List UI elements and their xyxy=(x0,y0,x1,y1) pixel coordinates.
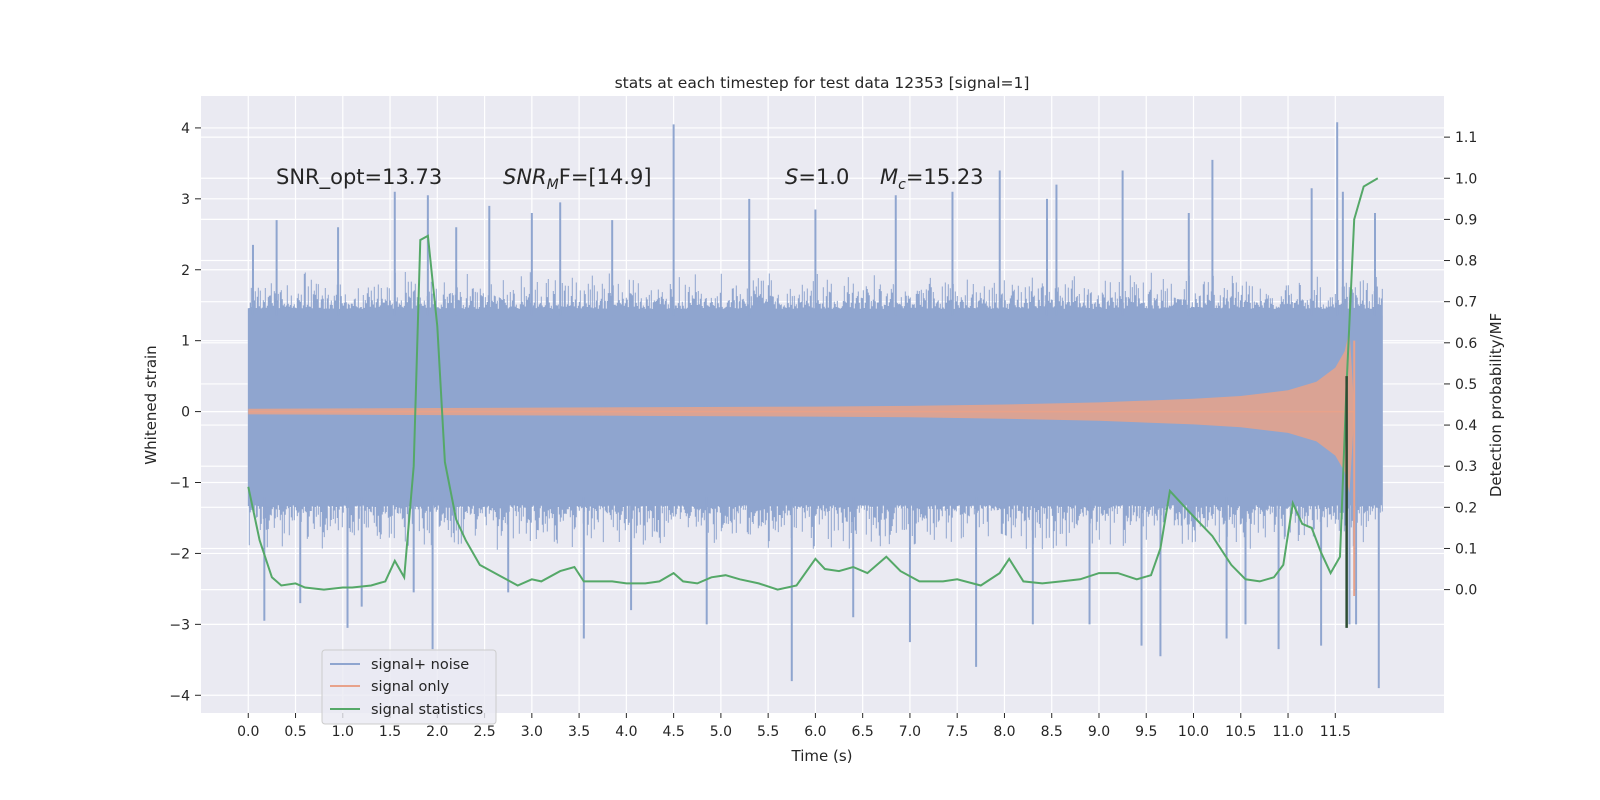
y-tick-label-right: 0.2 xyxy=(1455,500,1477,516)
x-tick-label: 11.5 xyxy=(1320,724,1351,740)
y-tick-label-left: 1 xyxy=(181,334,190,350)
annotation-mc: Mc=15.23 xyxy=(880,165,984,193)
x-tick-label: 9.5 xyxy=(1135,724,1157,740)
legend-label-signal-plus-noise: signal+ noise xyxy=(371,657,469,673)
y-tick-label-left: 4 xyxy=(181,121,190,137)
legend-box xyxy=(321,649,497,725)
y-tick-label-left: −1 xyxy=(169,476,190,492)
x-tick-label: 5.5 xyxy=(757,724,779,740)
y-tick-label-right: 1.1 xyxy=(1455,130,1477,146)
legend-label-signal-statistics: signal statistics xyxy=(371,702,483,718)
annotation-snr-mf-sub: M xyxy=(547,177,559,193)
x-tick-label: 7.0 xyxy=(899,724,921,740)
x-tick-label: 0.5 xyxy=(284,724,306,740)
y-tick-label-right: 1.0 xyxy=(1455,171,1477,187)
y-tick-label-left: −4 xyxy=(169,688,190,704)
annotation-mc-label: M xyxy=(880,165,898,189)
x-tick-label: 4.0 xyxy=(615,724,637,740)
x-tick-label: 1.0 xyxy=(332,724,354,740)
series-signal-only xyxy=(248,330,1356,596)
x-tick-label: 10.0 xyxy=(1178,724,1209,740)
x-tick-label: 8.5 xyxy=(1041,724,1063,740)
x-tick-label: 2.5 xyxy=(473,724,495,740)
annotations: SNR_opt=13.73 SNRMF=[14.9] S=1.0 Mc=15.2… xyxy=(276,165,984,193)
y-tick-label-left: −3 xyxy=(169,617,190,633)
y-axis-left-ticks: −4 −3 −2 −1 0 1 2 3 4 xyxy=(169,121,201,704)
y-axis-right-ticks: 0.0 0.1 0.2 0.3 0.4 0.5 0.6 0.7 0.8 0.9 1.0 1.1 xyxy=(1444,130,1477,599)
x-axis-title: Time (s) xyxy=(791,747,853,765)
x-tick-label: 10.5 xyxy=(1225,724,1256,740)
x-tick-label: 0.0 xyxy=(237,724,259,740)
annotation-s: S=1.0 xyxy=(785,165,849,189)
x-axis-ticks: 0.0 0.5 1.0 1.5 2.0 2.5 3.0 3.5 4.0 4.5 5.0 5.5 6.0 6… xyxy=(237,713,1351,740)
annotation-mc-value: =15.23 xyxy=(906,165,984,189)
annotation-mc-sub: c xyxy=(898,177,906,193)
x-tick-label: 3.0 xyxy=(521,724,543,740)
y-tick-label-right: 0.7 xyxy=(1455,295,1477,311)
x-tick-label: 8.0 xyxy=(993,724,1015,740)
annotation-s-label: S xyxy=(785,165,798,189)
y-tick-label-left: 2 xyxy=(181,263,190,279)
legend-label-signal-only: signal only xyxy=(371,679,450,695)
y-tick-label-right: 0.0 xyxy=(1455,583,1477,599)
y-tick-label-right: 0.9 xyxy=(1455,212,1477,228)
y-tick-label-right: 0.5 xyxy=(1455,377,1477,393)
y-tick-label-right: 0.4 xyxy=(1455,418,1477,434)
y-tick-label-right: 0.3 xyxy=(1455,459,1477,475)
x-tick-label: 6.5 xyxy=(852,724,874,740)
y-tick-label-right: 0.8 xyxy=(1455,254,1477,270)
x-tick-label: 3.5 xyxy=(568,724,590,740)
x-tick-label: 5.0 xyxy=(710,724,732,740)
y-axis-right-title: Detection probability/MF xyxy=(1487,313,1505,497)
x-tick-label: 6.0 xyxy=(804,724,826,740)
y-tick-label-right: 0.6 xyxy=(1455,336,1477,352)
series-signal-statistics xyxy=(247,177,1379,628)
x-tick-label: 7.5 xyxy=(946,724,968,740)
x-tick-label: 11.0 xyxy=(1272,724,1303,740)
x-tick-label: 4.5 xyxy=(662,724,684,740)
annotation-snr-opt: SNR_opt=13.73 xyxy=(276,165,442,190)
annotation-snr-mf-rest: F=[14.9] xyxy=(559,165,652,189)
annotation-snr-mf-base: SNR xyxy=(503,165,547,189)
x-tick-label: 2.0 xyxy=(426,724,448,740)
y-axis-left-title: Whitened strain xyxy=(142,345,160,464)
annotation-snr-mf: SNRMF=[14.9] xyxy=(503,165,652,193)
stats-line xyxy=(247,177,1379,591)
x-tick-label: 1.5 xyxy=(379,724,401,740)
y-tick-label-left: 3 xyxy=(181,192,190,208)
y-tick-label-right: 0.1 xyxy=(1455,541,1477,557)
legend: signal+ noise signal only signal statist… xyxy=(321,649,497,725)
annotation-s-value: =1.0 xyxy=(798,165,849,189)
y-tick-label-left: 0 xyxy=(181,405,190,421)
x-tick-label: 9.0 xyxy=(1088,724,1110,740)
y-tick-label-left: −2 xyxy=(169,546,190,562)
chart-title: stats at each timestep for test data 123… xyxy=(615,74,1030,92)
